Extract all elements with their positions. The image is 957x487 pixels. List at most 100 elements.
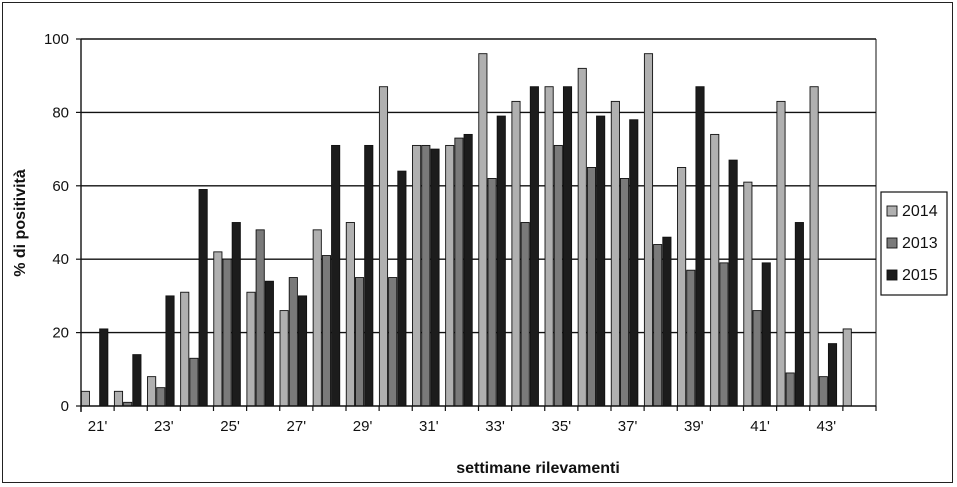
bar-2014-11 [412,144,422,407]
x-tick-label: 35' [552,418,572,435]
bar-2015-8 [331,144,341,407]
x-tick-label: 37' [618,418,638,435]
x-tick-label: 21' [88,418,108,435]
bar-2015-12 [463,133,473,407]
bar-2014-19 [677,166,687,407]
bar-2014-23 [809,86,819,407]
bar-2015-2 [132,354,142,407]
bar-2013-4 [189,357,199,407]
bar-2013-20 [719,262,729,407]
bar-2013-21 [752,310,762,407]
y-tick-label: 60 [52,178,69,195]
x-tick-label: 29' [353,418,373,435]
bar-2014-15 [544,86,554,407]
y-tick-labels: 0 20 40 60 80 100 [44,31,69,415]
bar-2013-5 [222,258,232,407]
bar-2014-21 [743,181,753,407]
x-tick-label: 41' [750,418,770,435]
bar-2015-7 [297,295,308,407]
x-axis-title: settimane rilevamenti [456,460,620,477]
bar-2013-3 [156,387,166,407]
bar-2015-5 [231,222,241,407]
bar-2015-9 [364,144,374,407]
bar-chart: 0 20 40 60 80 100 21' 23' 25' 27' 29' 31' 33' 35' 37'… [12,31,948,477]
legend-label-2013: 2013 [902,235,938,252]
bar-2013-15 [553,144,563,407]
bar-2013-13 [487,178,497,407]
y-axis-title: % di positività [12,169,29,277]
bar-2015-1 [99,328,109,407]
x-tick-label: 25' [220,418,240,435]
bar-2014-7 [279,310,289,407]
bar-2015-22 [794,222,804,407]
bar-2013-19 [686,269,696,407]
bar-2015-3 [165,295,175,407]
bar-2015-6 [264,280,274,407]
bar-2013-22 [785,372,795,407]
legend-swatch-2015 [886,269,898,281]
bar-2014-4 [180,291,190,407]
bar-2015-15 [562,86,573,407]
bar-2014-2 [113,390,124,407]
bar-2013-11 [421,144,431,407]
bar-2014-6 [246,291,256,407]
x-tick-label: 43' [817,418,837,435]
bar-2014-10 [378,86,389,407]
y-tick-label: 0 [61,398,69,415]
bar-2014-12 [445,144,455,407]
bar-2014-14 [511,100,521,407]
bar-2014-1 [80,390,90,407]
bar-2014-13 [478,53,488,407]
bar-2015-19 [695,86,705,407]
x-tick-label: 33' [485,418,505,435]
bar-2015-16 [596,115,606,407]
bar-2013-14 [520,222,530,407]
bar-2015-23 [827,343,838,407]
bar-2013-8 [321,255,331,407]
bar-2015-14 [529,86,539,407]
y-tick-label: 40 [52,251,69,268]
bar-2015-13 [496,115,506,407]
y-tick-label: 100 [44,31,69,48]
x-tick-label: 39' [684,418,704,435]
bar-2014-24 [842,328,852,407]
bar-2014-5 [213,251,223,407]
bar-2015-18 [662,236,672,407]
axes [76,38,877,412]
x-tick-label: 23' [154,418,174,435]
legend: 2014 2013 2015 [880,191,948,296]
bar-2015-10 [397,170,407,407]
y-tick-label: 20 [52,325,69,342]
legend-swatch-2014 [886,205,898,217]
x-tick-label: 31' [419,418,439,435]
bar-2014-18 [643,53,654,407]
legend-swatch-2013 [886,237,898,249]
bar-2013-16 [586,166,596,407]
y-tick-label: 80 [52,104,69,121]
bar-2013-18 [653,244,663,407]
bar-2013-12 [454,137,464,407]
bar-2014-17 [610,100,620,407]
bar-2015-17 [629,119,639,407]
bar-2013-23 [818,376,828,407]
bar-2014-8 [312,229,322,407]
bar-2013-10 [388,277,398,407]
bar-2013-17 [620,178,630,407]
bar-2015-4 [198,189,208,407]
bar-2013-7 [288,277,298,407]
x-tick-label: 27' [287,418,307,435]
bar-2015-11 [430,148,440,407]
bar-2013-9 [355,277,365,407]
bar-2014-20 [710,133,720,407]
bar-2013-6 [255,229,265,407]
bar-2014-9 [345,222,355,407]
legend-label-2015: 2015 [902,267,938,284]
bar-2014-3 [147,376,157,407]
bar-2014-22 [776,100,786,407]
bar-2015-20 [728,159,738,407]
bar-2014-16 [577,67,587,407]
x-tick-labels: 21' 23' 25' 27' 29' 31' 33' 35' 37' 39' 41' 43' [88,418,836,435]
legend-label-2014: 2014 [902,203,938,220]
bar-2015-21 [761,262,771,407]
